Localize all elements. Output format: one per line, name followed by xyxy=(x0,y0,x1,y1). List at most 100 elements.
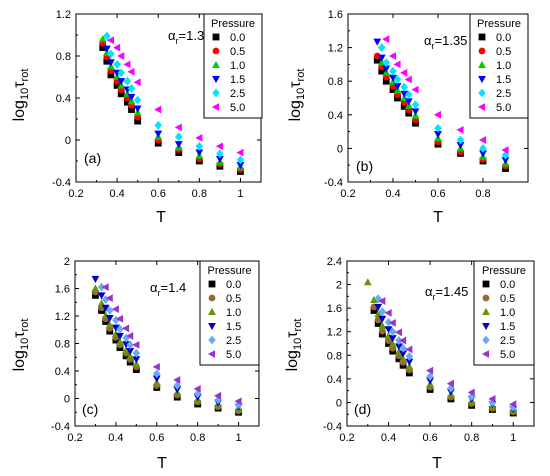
legend-label: 5.0 xyxy=(496,102,511,114)
legend-label: 5.0 xyxy=(230,102,245,114)
data-point xyxy=(132,340,140,349)
y-tick-label: 0.8 xyxy=(55,339,70,351)
y-tick-label: 1.6 xyxy=(327,303,342,315)
legend-title: Pressure xyxy=(207,265,251,277)
x-tick-label: 0.8 xyxy=(190,432,205,444)
data-point xyxy=(488,394,496,403)
legend: Pressure 0.0 0.5 1.0 1.5 2.5 5.0 xyxy=(199,260,260,366)
data-point xyxy=(154,105,162,114)
data-point xyxy=(236,148,244,157)
legend-title: Pressure xyxy=(211,18,255,30)
data-point xyxy=(152,362,160,371)
x-tick-label: 0.6 xyxy=(430,188,445,200)
data-point xyxy=(501,157,510,165)
data-point xyxy=(236,155,245,165)
x-tick-label: 0.2 xyxy=(67,432,82,444)
data-series-group xyxy=(373,35,510,172)
legend-marker xyxy=(212,47,220,55)
y-tick-label: 0 xyxy=(337,143,343,155)
data-point xyxy=(133,95,142,105)
legend-marker xyxy=(478,47,486,55)
data-point xyxy=(370,307,378,314)
data-point xyxy=(174,123,182,132)
y-axis-label: log10τrot xyxy=(287,69,307,122)
data-point xyxy=(382,35,390,44)
legend-label: 0.5 xyxy=(226,293,241,305)
legend: Pressure 0.0 0.5 1.0 1.5 2.5 5.0 xyxy=(473,260,535,366)
x-tick-label: 0.4 xyxy=(109,188,124,200)
data-point xyxy=(105,320,114,328)
data-point xyxy=(467,392,476,401)
data-point xyxy=(399,354,408,362)
data-point xyxy=(377,54,386,62)
legend-label: 2.5 xyxy=(496,88,511,100)
legend-marker xyxy=(478,60,486,69)
legend-label: 0.5 xyxy=(230,46,245,58)
data-point xyxy=(215,155,224,163)
data-point xyxy=(394,328,403,337)
data-point xyxy=(153,369,161,379)
data-point xyxy=(173,386,182,394)
x-tick-label: 0.6 xyxy=(422,432,437,444)
data-point xyxy=(101,295,110,304)
data-point xyxy=(384,308,392,317)
data-point xyxy=(117,68,125,78)
data-point xyxy=(456,126,464,134)
data-point xyxy=(127,67,135,76)
x-axis-label: T xyxy=(433,209,443,226)
x-tick-label: 0.2 xyxy=(68,188,83,200)
x-tick-label: 0.8 xyxy=(464,432,479,444)
data-series-group xyxy=(91,275,243,416)
data-point xyxy=(378,307,387,317)
y-tick-label: 0 xyxy=(336,397,342,409)
data-point xyxy=(101,304,110,312)
legend: Pressure 0.0 0.5 1.0 1.5 2.5 5.0 xyxy=(469,13,529,119)
x-tick-label: 0.8 xyxy=(192,188,207,200)
data-point xyxy=(97,292,106,300)
alpha-annotation: αr=1.45 xyxy=(425,284,468,302)
legend-label: 2.5 xyxy=(226,335,241,347)
data-point xyxy=(195,149,204,157)
data-point xyxy=(399,350,408,358)
data-point xyxy=(195,133,203,142)
data-point xyxy=(112,315,120,325)
chart-panel-4: 0.2 0.4 0.6 0.8 1 -0.4 0 0.4 0.8 1.2 1.6 2 2.4 Pressu… xyxy=(284,256,535,472)
data-point xyxy=(405,345,413,354)
data-point xyxy=(154,130,163,138)
data-point xyxy=(374,303,383,312)
legend-label: 2.5 xyxy=(500,335,515,347)
legend-label: 5.0 xyxy=(226,349,241,361)
legend-label: 0.0 xyxy=(500,279,515,291)
y-axis-label: log10τrot xyxy=(11,69,31,122)
data-point xyxy=(395,336,403,345)
data-point xyxy=(132,360,141,368)
legend-marker xyxy=(208,307,216,316)
legend-marker xyxy=(477,103,486,111)
data-point xyxy=(214,395,222,405)
legend-label: 0.0 xyxy=(226,279,241,291)
data-point xyxy=(92,291,99,299)
data-point xyxy=(152,375,161,383)
data-point xyxy=(173,381,181,390)
data-point xyxy=(133,78,141,87)
data-point xyxy=(378,315,387,323)
data-point xyxy=(374,309,383,318)
legend-label: 0.5 xyxy=(496,46,511,58)
data-point xyxy=(102,45,111,53)
data-point xyxy=(101,283,109,292)
data-point xyxy=(370,295,378,303)
data-point xyxy=(115,314,124,323)
data-point xyxy=(106,36,115,45)
data-point xyxy=(126,348,135,356)
data-point xyxy=(373,38,382,46)
data-point xyxy=(216,149,224,159)
x-tick-label: 0.4 xyxy=(385,188,400,200)
data-point xyxy=(378,327,386,335)
data-point xyxy=(405,358,414,366)
legend-label: 2.5 xyxy=(230,88,245,100)
legend-marker xyxy=(212,88,220,98)
data-point xyxy=(111,305,119,314)
data-point xyxy=(113,43,121,52)
data-point xyxy=(105,315,114,323)
data-point xyxy=(122,333,130,343)
